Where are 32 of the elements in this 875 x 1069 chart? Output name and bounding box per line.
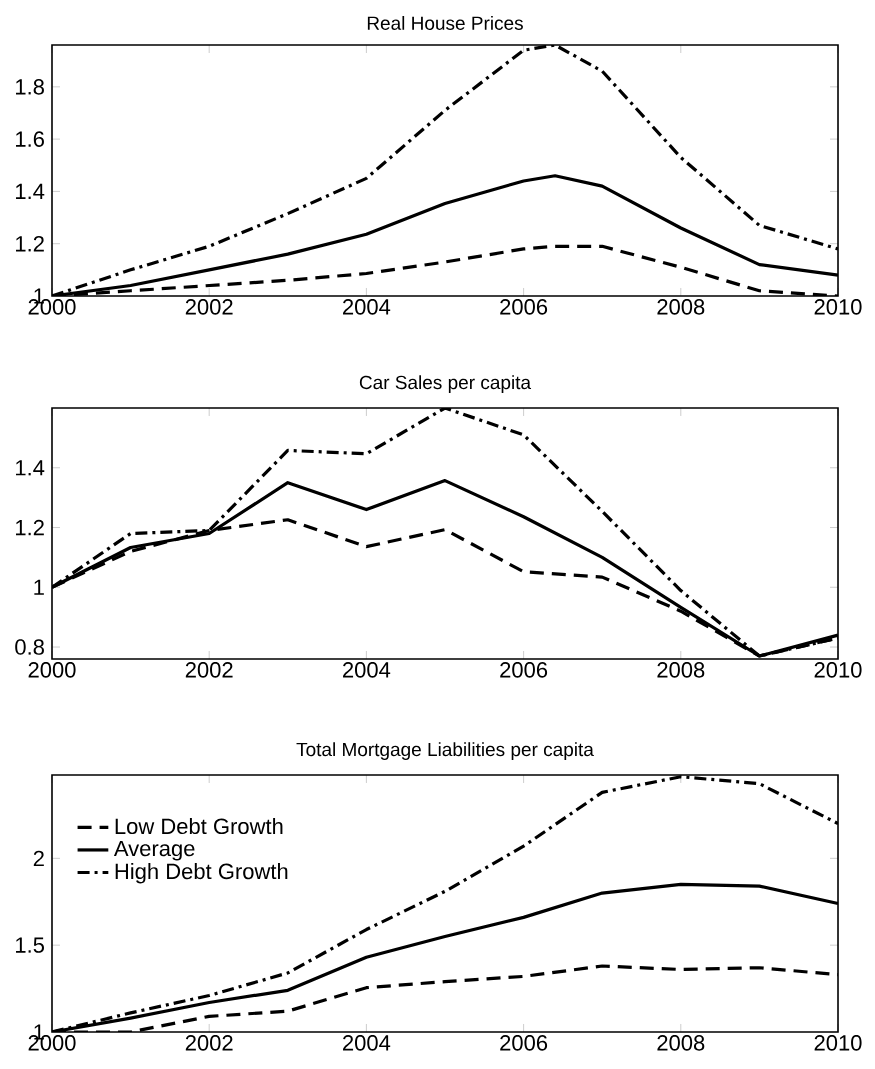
y-tick-label: 1.2 xyxy=(16,236,44,252)
chart-title: Total Mortgage Liabilities per capita xyxy=(296,742,594,760)
x-tick-label: 2000 xyxy=(28,662,76,678)
x-tick-label: 2002 xyxy=(185,299,233,315)
x-tick-label: 2004 xyxy=(343,299,391,315)
x-tick-label: 2010 xyxy=(814,1035,862,1051)
x-tick-label: 2008 xyxy=(657,299,705,315)
x-tick-label: 2008 xyxy=(657,1035,705,1051)
x-tick-label: 2010 xyxy=(814,662,862,678)
x-tick-label: 2006 xyxy=(500,1035,548,1051)
y-tick-label: 1 xyxy=(34,579,44,595)
x-tick-label: 2004 xyxy=(343,1035,391,1051)
y-tick-label: 2 xyxy=(33,850,44,867)
chart-title: Car Sales per capita xyxy=(359,375,532,393)
y-tick-label: 1.4 xyxy=(16,460,45,476)
x-tick-label: 2010 xyxy=(814,299,862,315)
legend-label: Average xyxy=(113,840,195,861)
chart-title: Real House Prices xyxy=(367,15,523,30)
y-tick-label: 1.6 xyxy=(16,131,44,147)
x-tick-label: 2004 xyxy=(343,662,391,678)
x-tick-label: 2002 xyxy=(185,662,233,678)
y-tick-label: 1.5 xyxy=(16,937,44,953)
y-tick-label: 1.4 xyxy=(16,183,45,199)
y-tick-label: 0.8 xyxy=(15,639,44,655)
y-tick-label: 1.8 xyxy=(16,79,44,95)
y-tick-label: 1.2 xyxy=(16,519,44,536)
legend-label: High Debt Growth xyxy=(115,863,288,884)
x-tick-label: 2002 xyxy=(185,1035,233,1051)
x-tick-label: 2006 xyxy=(500,299,548,315)
legend-label: Low Debt Growth xyxy=(115,817,283,835)
x-tick-label: 2008 xyxy=(657,662,705,678)
x-tick-label: 2006 xyxy=(500,662,548,678)
